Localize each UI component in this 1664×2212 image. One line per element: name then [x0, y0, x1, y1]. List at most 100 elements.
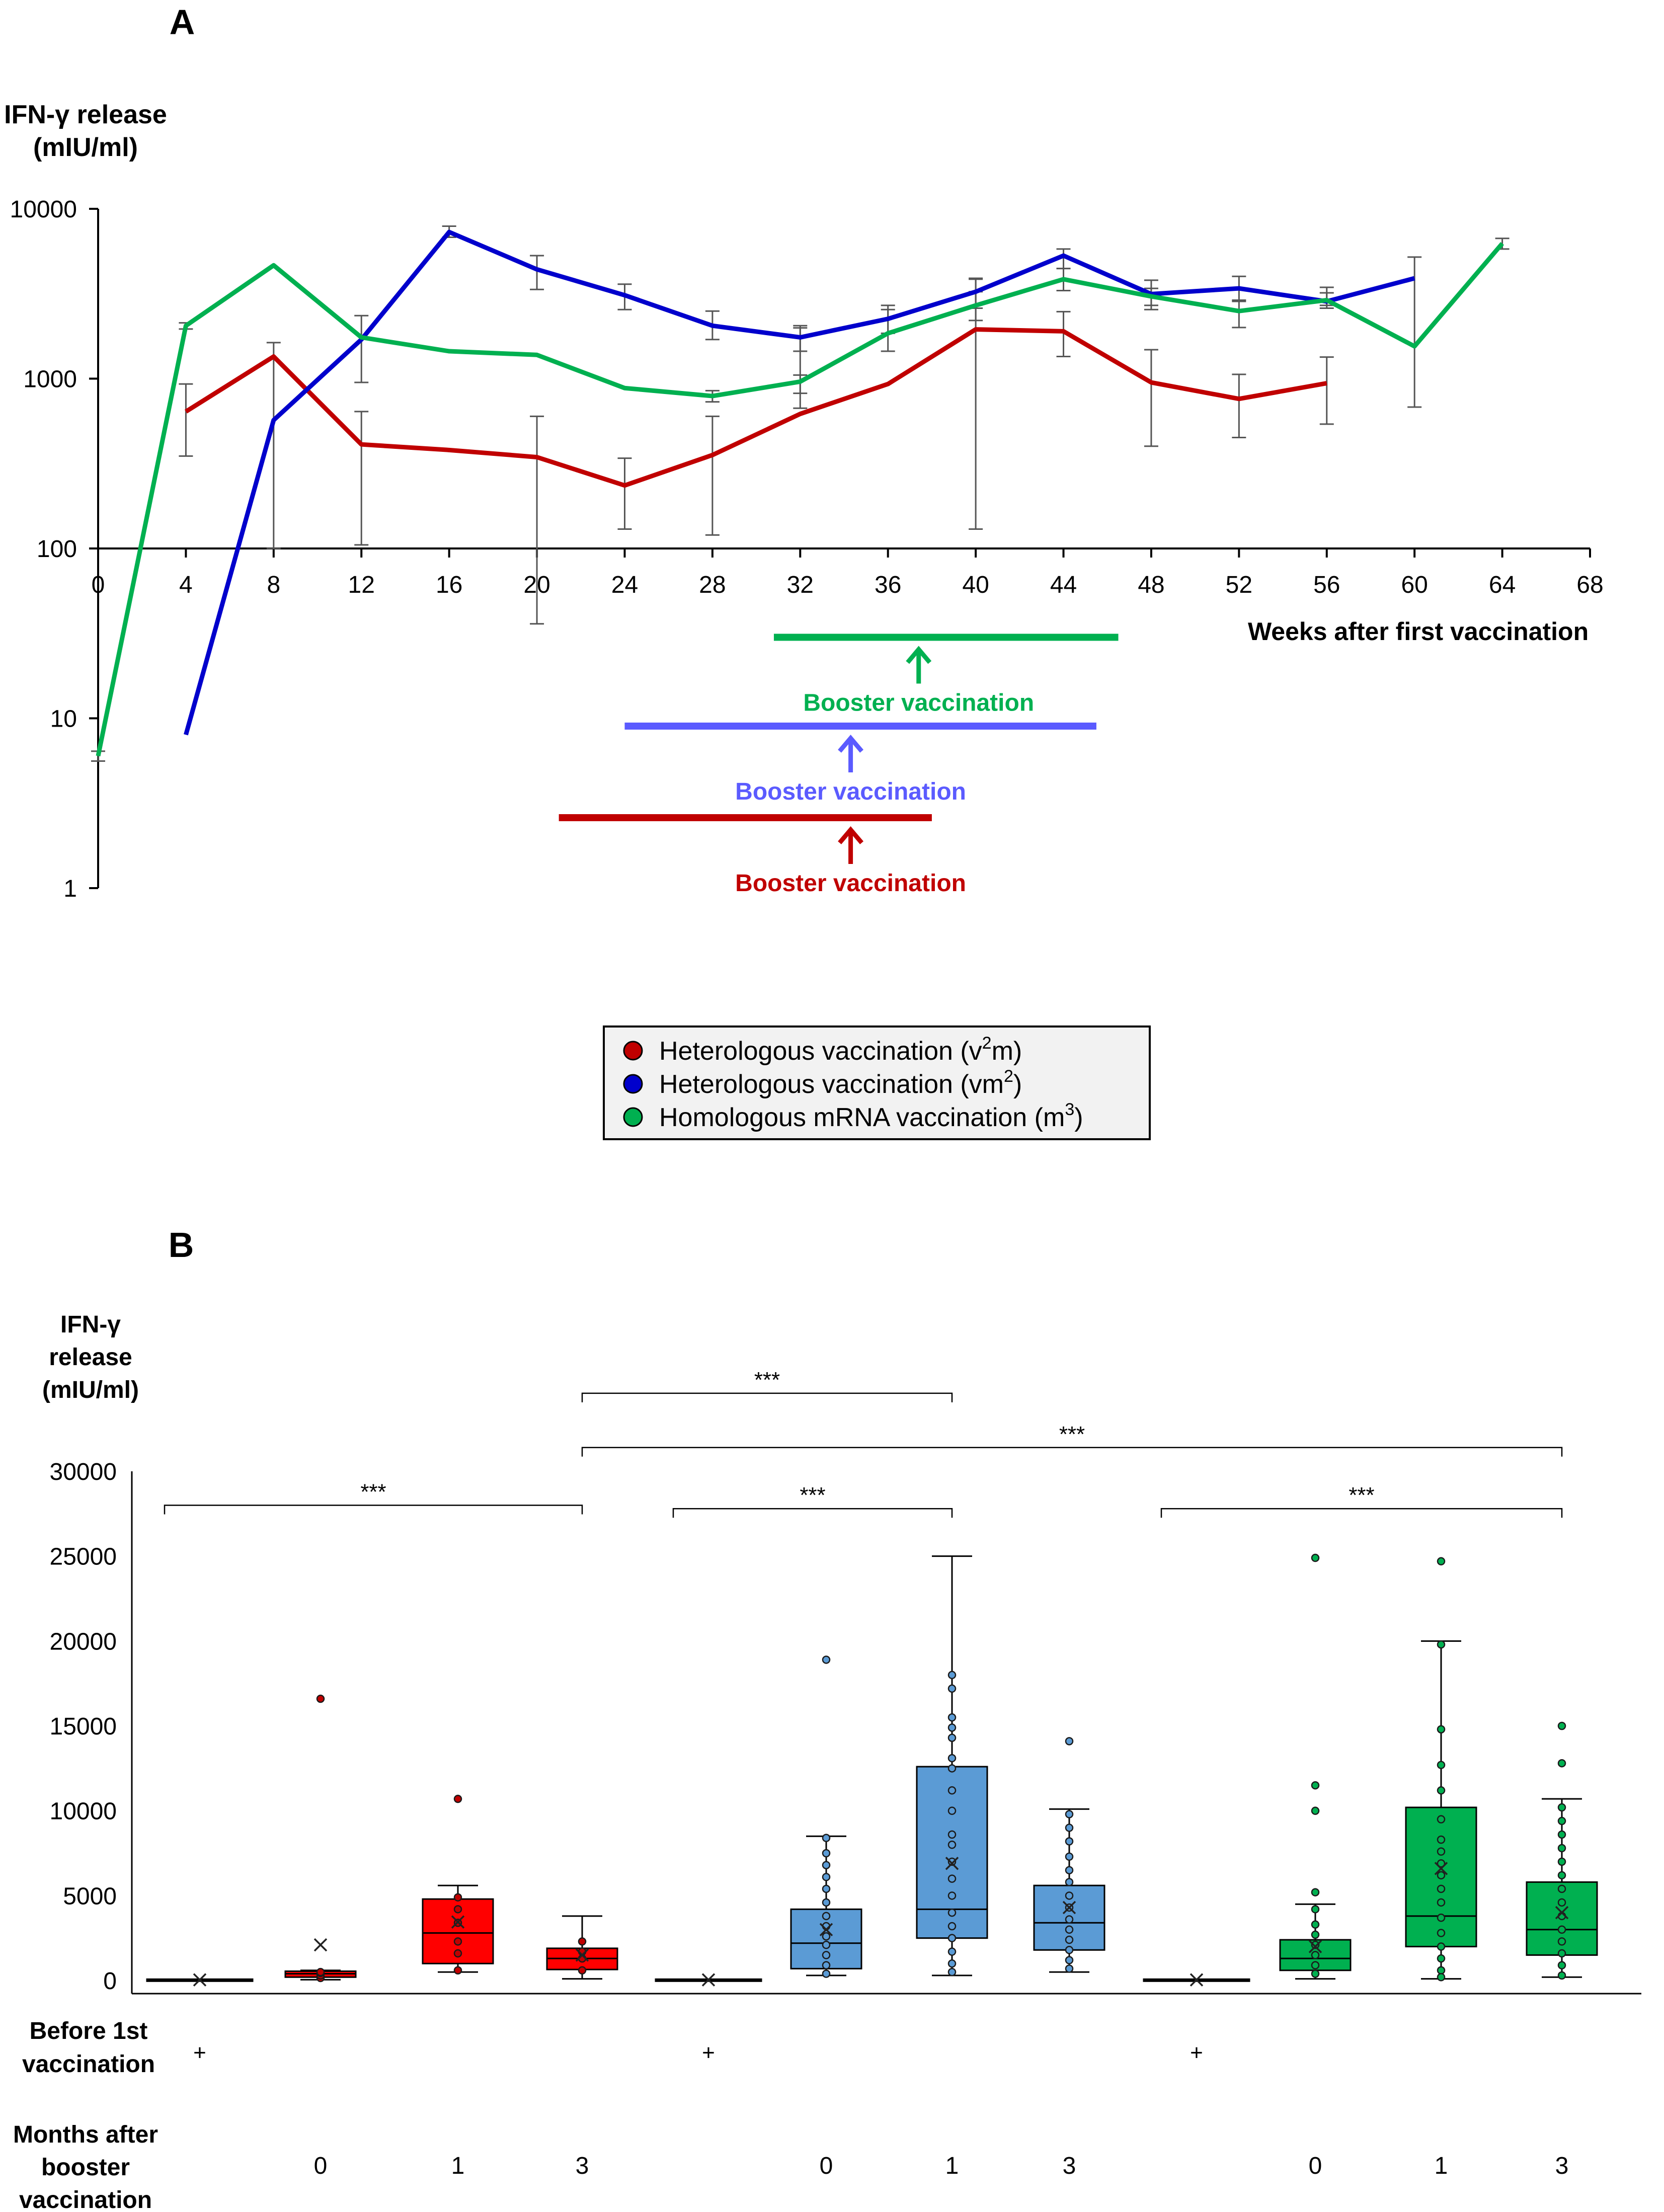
data-point [1311, 1905, 1320, 1914]
legend-marker [623, 1107, 643, 1127]
data-point [453, 1966, 462, 1975]
panel-a-x-tick-label: 60 [1401, 572, 1428, 598]
panel-b-y-tick-label: 20000 [50, 1628, 117, 1655]
data-point [1311, 1781, 1320, 1790]
data-point [453, 1905, 462, 1914]
data-point [1557, 1937, 1566, 1946]
panel-a-error-bars [91, 225, 1510, 762]
data-point [1065, 1866, 1074, 1874]
data-point [1065, 1925, 1074, 1934]
legend-marker [623, 1074, 643, 1094]
data-point [822, 1834, 831, 1842]
data-point [1065, 1878, 1074, 1886]
data-point [1437, 1942, 1446, 1951]
month-label: 0 [314, 2153, 328, 2179]
panel-a-x-tick-label: 56 [1313, 572, 1340, 598]
before-marker: + [193, 2040, 206, 2065]
panel-b-y-tick-label: 25000 [50, 1544, 117, 1570]
mean-marker [945, 1857, 959, 1870]
panel-a-x-tick-label: 16 [436, 572, 462, 598]
panel-a-x-tick-label: 8 [267, 572, 280, 598]
significance-bracket [672, 1508, 953, 1518]
significance-label: *** [800, 1483, 825, 1508]
mean-marker [1062, 1901, 1076, 1915]
booster-arrow-head [838, 734, 864, 753]
mean-marker [819, 1923, 833, 1937]
panel-a-x-tick-label: 28 [699, 572, 726, 598]
panel-a-x-tick-label: 64 [1489, 572, 1516, 598]
data-point [1557, 1925, 1566, 1934]
data-point [1437, 1761, 1446, 1769]
data-point [453, 1937, 462, 1946]
panel-b-y-tick-label: 15000 [50, 1713, 117, 1740]
panel-a-series-lines [96, 229, 1504, 757]
panel-b-ylabel-line2: release [49, 1344, 132, 1371]
significance-label: *** [360, 1479, 386, 1504]
data-point [1311, 1930, 1320, 1939]
data-point [453, 1949, 462, 1958]
data-point [1437, 1913, 1446, 1922]
data-point [1311, 1888, 1320, 1897]
panel-b-y-tick-label: 30000 [50, 1459, 117, 1485]
series-line-3 [96, 242, 1504, 757]
month-label: 1 [1435, 2153, 1448, 2179]
mean-marker [1555, 1906, 1569, 1920]
data-point [1311, 1940, 1320, 1949]
data-point [822, 1912, 831, 1921]
data-point [1065, 1964, 1074, 1973]
significance-label: *** [754, 1368, 780, 1392]
panel-b-boxes: +0 1 3 +0 1 3 +0 1 3 [146, 1553, 1598, 2179]
legend-label-sup: 3 [1065, 1100, 1074, 1119]
month-label: 0 [820, 2153, 833, 2179]
month-label: 1 [945, 2153, 959, 2179]
data-point [453, 1794, 462, 1803]
legend-label-tail: ) [1074, 1103, 1083, 1132]
data-point [1437, 1859, 1446, 1868]
mean-marker [701, 1973, 716, 1987]
data-point [947, 1922, 957, 1931]
panel-b-y-tick-label: 5000 [63, 1883, 117, 1910]
data-point [1557, 1830, 1566, 1839]
data-point [1437, 1557, 1446, 1566]
panel-b-ylabel-line3: (mIU/ml) [42, 1377, 139, 1403]
data-point [1311, 1920, 1320, 1929]
data-point [1437, 1966, 1446, 1975]
data-point [1437, 1786, 1446, 1795]
legend-label-base: Heterologous vaccination (v [659, 1037, 982, 1066]
data-point [1437, 1815, 1446, 1824]
panel-b-y-tick-label: 0 [103, 1968, 117, 1995]
data-point [1437, 1898, 1446, 1907]
data-point [453, 1893, 462, 1902]
data-point [1065, 1810, 1074, 1819]
data-point [1557, 1844, 1566, 1853]
mean-marker [313, 1938, 328, 1952]
panel-a-y-tick-label: 10000 [10, 196, 77, 223]
data-point [947, 1713, 957, 1722]
data-point [1557, 1759, 1566, 1768]
legend-label: Heterologous vaccination (vm2) [659, 1067, 1022, 1099]
data-point [1311, 1806, 1320, 1815]
mean-marker [451, 1915, 465, 1929]
significance-bracket [581, 1392, 953, 1402]
data-point [947, 1959, 957, 1968]
panel-a-x-tick-label: 48 [1138, 572, 1164, 598]
mean-marker [1190, 1973, 1204, 1987]
mean-marker [1308, 1940, 1322, 1953]
data-point [1557, 1803, 1566, 1812]
data-point [1311, 1961, 1320, 1969]
panel-a-ylabel-line2: (mIU/ml) [33, 133, 138, 162]
data-point [822, 1655, 831, 1664]
data-point [316, 1694, 325, 1703]
data-point [1311, 1553, 1320, 1562]
legend-label-base: Heterologous vaccination (vm [659, 1070, 1004, 1099]
data-point [947, 1806, 957, 1815]
series-line-1 [185, 327, 1327, 488]
legend-label: Heterologous vaccination (v2m) [659, 1034, 1022, 1066]
before-marker: + [1190, 2040, 1203, 2065]
panel-a-x-tick-label: 24 [611, 572, 638, 598]
legend-label: Homologous mRNA vaccination (m3) [659, 1100, 1083, 1132]
data-point [947, 1754, 957, 1763]
panel-a-x-tick-label: 32 [787, 572, 814, 598]
data-point [947, 1684, 957, 1693]
